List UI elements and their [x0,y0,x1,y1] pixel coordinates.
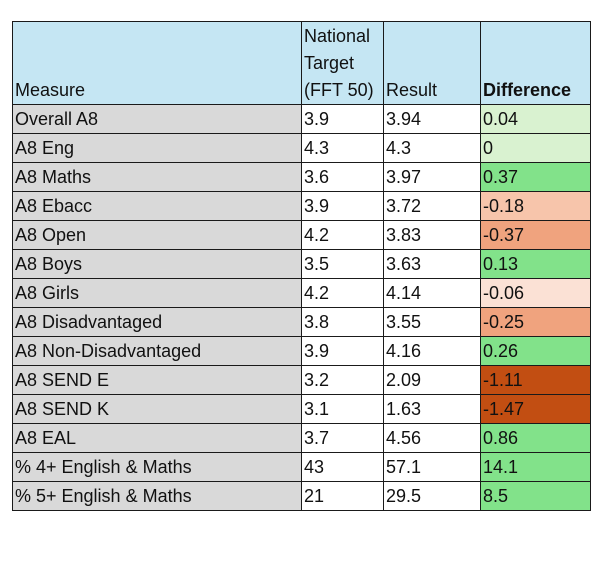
target-cell: 3.9 [301,191,384,221]
measure-cell: A8 SEND E [12,365,302,395]
header-difference: Difference [480,21,591,105]
result-cell: 1.63 [383,394,481,424]
table-row: A8 Eng 4.3 4.3 0 [12,133,591,163]
measure-cell: A8 Non-Disadvantaged [12,336,302,366]
measure-cell: % 4+ English & Maths [12,452,302,482]
result-cell: 2.09 [383,365,481,395]
measure-cell: A8 EAL [12,423,302,453]
measure-cell: Overall A8 [12,104,302,134]
target-cell: 21 [301,481,384,511]
result-cell: 4.14 [383,278,481,308]
target-cell: 3.8 [301,307,384,337]
header-row: Measure National Target (FFT 50) Result … [12,21,591,105]
measure-cell: A8 Boys [12,249,302,279]
table-row: A8 Maths 3.6 3.97 0.37 [12,162,591,192]
result-cell: 3.55 [383,307,481,337]
results-table: Measure National Target (FFT 50) Result … [12,21,591,511]
table-row: A8 SEND K 3.1 1.63 -1.47 [12,394,591,424]
difference-cell: 0 [480,133,591,163]
target-cell: 43 [301,452,384,482]
result-cell: 3.63 [383,249,481,279]
target-cell: 3.7 [301,423,384,453]
result-cell: 3.94 [383,104,481,134]
header-measure: Measure [12,21,302,105]
table-row: A8 Open 4.2 3.83 -0.37 [12,220,591,250]
measure-cell: A8 Maths [12,162,302,192]
table-row: A8 SEND E 3.2 2.09 -1.11 [12,365,591,395]
measure-cell: A8 Ebacc [12,191,302,221]
target-cell: 3.9 [301,336,384,366]
table-body: Overall A8 3.9 3.94 0.04 A8 Eng 4.3 4.3 0 A8 Mat… [12,104,591,511]
header-national-target: National Target (FFT 50) [301,21,384,105]
difference-cell: 0.04 [480,104,591,134]
difference-cell: -0.18 [480,191,591,221]
difference-cell: -1.11 [480,365,591,395]
table-row: A8 Non-Disadvantaged 3.9 4.16 0.26 [12,336,591,366]
measure-cell: A8 SEND K [12,394,302,424]
difference-cell: 0.37 [480,162,591,192]
measure-cell: A8 Eng [12,133,302,163]
difference-cell: 0.13 [480,249,591,279]
target-cell: 4.2 [301,220,384,250]
table-header: Measure National Target (FFT 50) Result … [12,21,591,105]
difference-cell: -0.25 [480,307,591,337]
table-row: A8 EAL 3.7 4.56 0.86 [12,423,591,453]
table-row: A8 Disadvantaged 3.8 3.55 -0.25 [12,307,591,337]
header-result: Result [383,21,481,105]
table-row: % 4+ English & Maths 43 57.1 14.1 [12,452,591,482]
result-cell: 4.56 [383,423,481,453]
measure-cell: A8 Disadvantaged [12,307,302,337]
measure-cell: A8 Girls [12,278,302,308]
result-cell: 29.5 [383,481,481,511]
difference-cell: -0.37 [480,220,591,250]
result-cell: 3.83 [383,220,481,250]
table-row: % 5+ English & Maths 21 29.5 8.5 [12,481,591,511]
difference-cell: 0.86 [480,423,591,453]
difference-cell: 8.5 [480,481,591,511]
result-cell: 57.1 [383,452,481,482]
table-row: Overall A8 3.9 3.94 0.04 [12,104,591,134]
target-cell: 3.5 [301,249,384,279]
difference-cell: 0.26 [480,336,591,366]
measure-cell: A8 Open [12,220,302,250]
table-row: A8 Ebacc 3.9 3.72 -0.18 [12,191,591,221]
difference-cell: 14.1 [480,452,591,482]
target-cell: 3.9 [301,104,384,134]
result-cell: 4.16 [383,336,481,366]
target-cell: 4.3 [301,133,384,163]
measure-cell: % 5+ English & Maths [12,481,302,511]
table-row: A8 Girls 4.2 4.14 -0.06 [12,278,591,308]
target-cell: 3.2 [301,365,384,395]
target-cell: 3.6 [301,162,384,192]
target-cell: 3.1 [301,394,384,424]
difference-cell: -1.47 [480,394,591,424]
target-cell: 4.2 [301,278,384,308]
result-cell: 3.72 [383,191,481,221]
result-cell: 3.97 [383,162,481,192]
result-cell: 4.3 [383,133,481,163]
table-row: A8 Boys 3.5 3.63 0.13 [12,249,591,279]
difference-cell: -0.06 [480,278,591,308]
